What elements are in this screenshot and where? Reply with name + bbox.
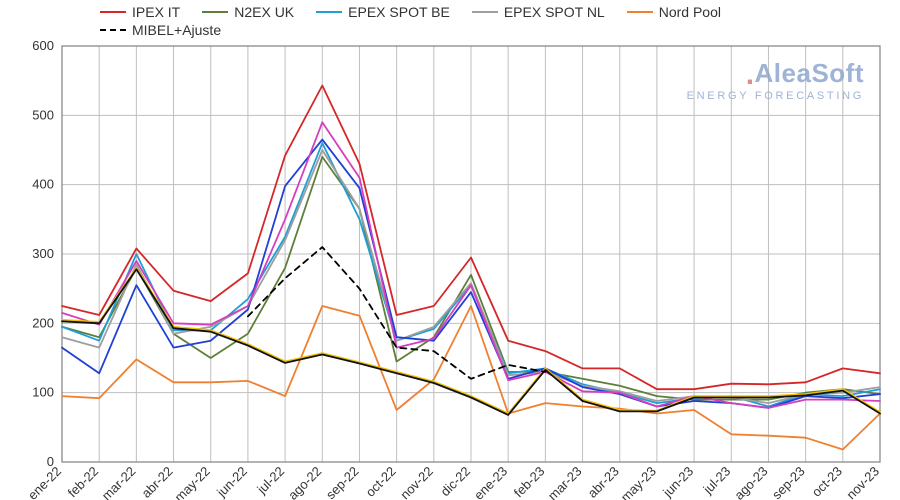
x-axis-label: nov-23 [843, 464, 882, 500]
svg-text:400: 400 [32, 177, 54, 192]
legend-swatch [472, 11, 498, 13]
legend-swatch [316, 11, 342, 13]
line-chart: 0100200300400500600ene-22feb-22mar-22abr… [0, 0, 900, 500]
legend-label: EPEX SPOT BE [348, 4, 450, 20]
x-axis-label: ago-22 [285, 464, 324, 500]
x-axis-label: jul-23 [700, 464, 734, 498]
x-axis-label: abr-23 [585, 464, 622, 500]
legend-label: N2EX UK [234, 4, 294, 20]
x-axis-label: mar-22 [99, 464, 139, 500]
x-axis-label: oct-23 [809, 464, 845, 500]
x-axis-label: ene-22 [25, 464, 64, 500]
legend-swatch [100, 11, 126, 13]
x-axis-label: ago-23 [731, 464, 770, 500]
x-axis-label: dic-22 [437, 464, 473, 500]
svg-text:100: 100 [32, 385, 54, 400]
svg-text:200: 200 [32, 315, 54, 330]
legend-item: N2EX UK [202, 4, 294, 20]
x-axis-label: may-23 [618, 464, 659, 500]
x-axis-label: jul-22 [253, 464, 287, 498]
x-axis-label: feb-23 [511, 464, 548, 500]
legend-item: MIBEL+Ajuste [100, 22, 221, 38]
legend-swatch [627, 11, 653, 13]
x-axis-label: nov-22 [397, 464, 436, 500]
svg-text:300: 300 [32, 246, 54, 261]
x-axis-label: may-22 [172, 464, 213, 500]
legend-swatch [202, 11, 228, 13]
x-axis-label: feb-22 [65, 464, 102, 500]
chart-container: IPEX IT N2EX UK EPEX SPOT BE EPEX SPOT N… [0, 0, 900, 500]
legend-item: EPEX SPOT NL [472, 4, 605, 20]
x-axis-label: sep-22 [323, 464, 362, 500]
x-axis-label: oct-22 [363, 464, 399, 500]
x-axis-label: abr-22 [138, 464, 175, 500]
x-axis-label: mar-23 [545, 464, 585, 500]
legend-label: Nord Pool [659, 4, 721, 20]
svg-text:600: 600 [32, 38, 54, 53]
legend-item: Nord Pool [627, 4, 721, 20]
legend-label: MIBEL+Ajuste [132, 22, 221, 38]
x-axis-label: ene-23 [471, 464, 510, 500]
x-axis-label: sep-23 [769, 464, 808, 500]
legend-label: EPEX SPOT NL [504, 4, 605, 20]
legend-label: IPEX IT [132, 4, 180, 20]
x-axis-label: jun-23 [659, 464, 696, 500]
legend-item: EPEX SPOT BE [316, 4, 450, 20]
legend: IPEX IT N2EX UK EPEX SPOT BE EPEX SPOT N… [100, 4, 840, 38]
x-axis-label: jun-22 [213, 464, 250, 500]
svg-text:500: 500 [32, 107, 54, 122]
legend-item: IPEX IT [100, 4, 180, 20]
legend-swatch [100, 29, 126, 31]
